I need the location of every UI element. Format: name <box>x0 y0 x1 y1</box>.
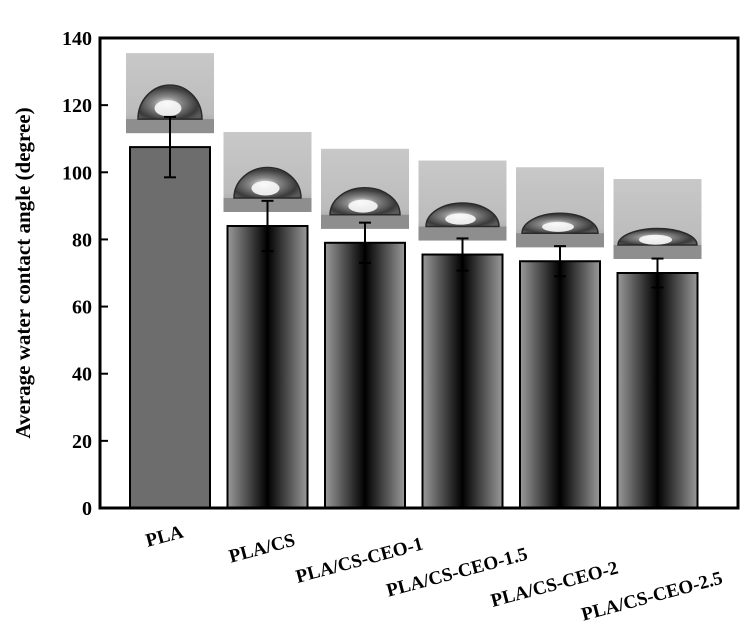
bar-pla-cs-ceo-1 <box>324 241 406 510</box>
y-axis-ticks: 0 20 40 60 80 100 120 140 <box>62 28 108 520</box>
bar-pla-cs-ceo-1-5 <box>421 253 504 509</box>
y-tick-label: 140 <box>62 28 92 50</box>
droplet-photos <box>126 53 702 259</box>
droplet-photo <box>418 160 507 241</box>
y-tick-label: 0 <box>82 498 92 520</box>
plot-frame <box>98 36 740 510</box>
bar-pla <box>129 146 211 509</box>
x-category-label: PLA <box>144 522 186 552</box>
y-tick-label: 100 <box>62 162 92 184</box>
y-tick-label: 120 <box>62 95 92 117</box>
bar-pla-cs-ceo-2-5 <box>616 272 699 509</box>
x-axis-labels: PLA PLA/CSPLA/CS-CEO-1PLA/CS-CEO-1.5PLA/C… <box>144 522 725 626</box>
y-axis-title: Average water contact angle (degree) <box>11 107 35 438</box>
bar-pla-cs <box>226 225 309 509</box>
droplet-photo <box>321 148 409 229</box>
y-tick-label: 20 <box>72 431 92 453</box>
y-tick-label: 80 <box>72 229 92 251</box>
y-tick-label: 40 <box>72 364 92 386</box>
droplet-photo <box>223 132 312 212</box>
x-category-label: PLA/CS <box>227 530 298 568</box>
droplet-photo <box>613 179 702 259</box>
bar-pla-cs-ceo-2 <box>519 260 601 509</box>
droplet-photo <box>516 167 604 248</box>
bars-layer <box>129 146 699 510</box>
y-tick-label: 60 <box>72 297 92 319</box>
error-bars <box>164 115 664 289</box>
